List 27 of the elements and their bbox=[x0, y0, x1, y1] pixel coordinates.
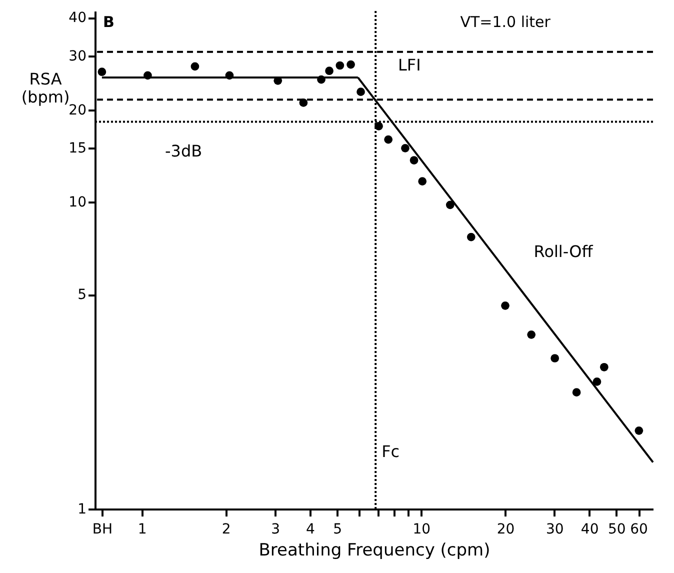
annotation: LFI bbox=[398, 55, 421, 74]
x-tick-label: 30 bbox=[546, 522, 564, 538]
y-axis-title: RSA (bpm) bbox=[21, 70, 70, 106]
ref-line-label: Fc bbox=[382, 442, 400, 461]
annotation: B bbox=[103, 13, 114, 31]
annotation: Roll-Off bbox=[534, 242, 594, 261]
y-tick-label: 30 bbox=[68, 48, 86, 64]
x-axis-title: Breathing Frequency (cpm) bbox=[258, 540, 490, 560]
y-tick-label: 20 bbox=[68, 102, 86, 118]
x-tick-label: 40 bbox=[580, 522, 599, 538]
x-tick-label: 5 bbox=[333, 522, 342, 538]
y-tick-label: 40 bbox=[68, 10, 86, 26]
y-tick-label: 5 bbox=[78, 287, 86, 304]
x-tick-label: 20 bbox=[496, 522, 515, 538]
x-tick-label: BH bbox=[92, 522, 113, 538]
x-tick-label: 50 bbox=[608, 522, 626, 538]
y-tick-label: 1 bbox=[78, 502, 86, 518]
x-tick-label: 10 bbox=[412, 522, 431, 538]
x-tick-label: 60 bbox=[630, 522, 648, 538]
x-tick-label: 2 bbox=[222, 522, 231, 538]
x-tick-label: 3 bbox=[271, 522, 280, 538]
x-tick-label: 1 bbox=[138, 522, 147, 538]
ref-line-label: -3dB bbox=[165, 142, 202, 161]
y-tick-label: 10 bbox=[68, 194, 86, 211]
annotation: VT=1.0 liter bbox=[460, 13, 552, 31]
y-tick-label: 15 bbox=[68, 140, 86, 157]
x-tick-label: 4 bbox=[306, 522, 316, 538]
